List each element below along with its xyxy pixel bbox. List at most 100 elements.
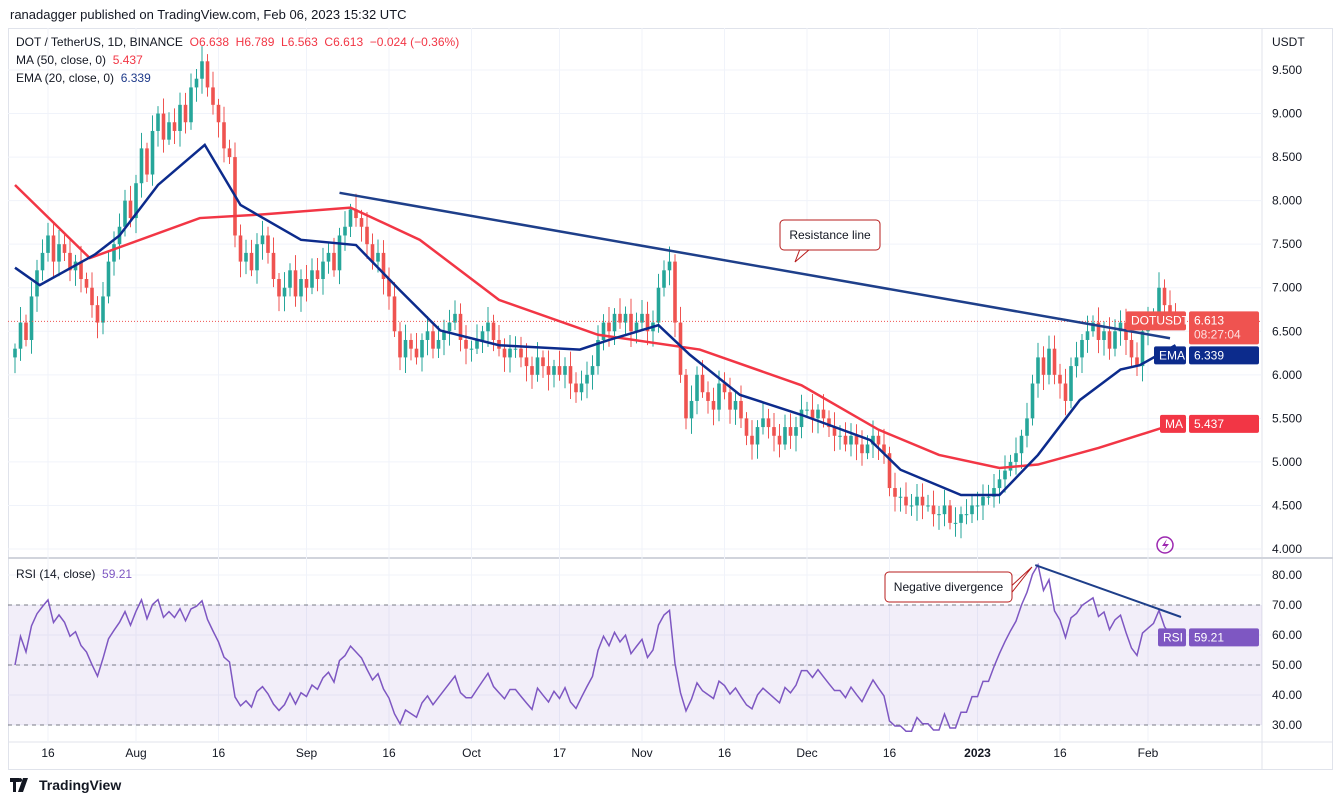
candle (898, 487, 903, 512)
symbol-tag: DOTUSDT (1126, 311, 1190, 331)
date-label: 16 (883, 746, 897, 760)
candle (1074, 341, 1079, 378)
candle-body (942, 505, 947, 515)
candle-body (315, 270, 320, 280)
ema-legend[interactable]: EMA (20, close, 0) 6.339 (16, 71, 151, 85)
candle-body (618, 313, 622, 323)
candle (794, 416, 798, 452)
candle (172, 108, 177, 145)
candle (497, 325, 501, 357)
candle (299, 269, 303, 312)
candle-body (480, 331, 485, 340)
candle (959, 506, 963, 539)
candle (887, 446, 892, 497)
candle (266, 226, 270, 264)
tradingview-logo[interactable]: TradingView (10, 777, 121, 793)
ma-value-tag-bg (1189, 414, 1259, 433)
candle-body (821, 409, 826, 419)
candle (469, 340, 474, 362)
candle-body (662, 270, 666, 288)
ema-value: 6.339 (120, 71, 151, 85)
rsi-legend[interactable]: RSI (14, close) 59.21 (16, 567, 132, 581)
candle-body (475, 339, 479, 349)
candle-body (1162, 287, 1167, 306)
candle-body (29, 296, 34, 340)
ma-legend[interactable]: MA (50, close, 0) 5.437 (16, 53, 143, 67)
candle-body (1113, 331, 1117, 349)
ma-label: MA (50, close, 0) (16, 53, 107, 67)
candle-body (128, 200, 133, 219)
candle-body (953, 522, 958, 524)
candle-body (530, 366, 534, 375)
candle (992, 473, 996, 508)
candle-body (810, 409, 815, 419)
candle-body (79, 261, 83, 280)
resistance-annotation-box (779, 219, 881, 251)
candle-body (189, 87, 193, 123)
candle (524, 343, 529, 382)
candle-body (854, 435, 859, 445)
rsi-tick: 30.00 (1272, 718, 1302, 732)
candle-body (370, 244, 375, 262)
candle-body (706, 392, 710, 401)
candle (568, 351, 573, 400)
candle-body (1074, 357, 1079, 367)
candle (1036, 342, 1040, 398)
candle-body (282, 287, 287, 297)
candle-body (453, 313, 457, 323)
date-label: 16 (382, 746, 396, 760)
candle-body (623, 313, 628, 323)
lightning-icon-circle (1156, 536, 1174, 554)
candle-body (194, 78, 199, 88)
candle-body (277, 279, 281, 297)
candle (695, 366, 699, 415)
price-tick: 4.000 (1272, 542, 1302, 556)
candle-body (1096, 322, 1101, 340)
candle-body (293, 270, 298, 297)
candle-body (222, 122, 226, 149)
candle (398, 322, 402, 371)
candle (953, 507, 958, 537)
candle (359, 209, 364, 242)
candle-body (904, 496, 908, 506)
candle-body (772, 427, 776, 436)
candle-body (1069, 366, 1073, 401)
candle-body (557, 366, 562, 375)
candle-body (51, 235, 56, 262)
candle-body (519, 348, 523, 358)
rsi-tag-text: RSI (1163, 630, 1183, 644)
candle (18, 306, 23, 361)
candle (832, 412, 837, 452)
candle (51, 223, 56, 277)
candle-body (90, 287, 94, 306)
candle-body (172, 122, 177, 131)
candle-body (634, 322, 639, 332)
candle (1052, 335, 1057, 385)
chart-frame (8, 28, 1333, 770)
candle (150, 115, 155, 186)
candle-body (420, 339, 424, 358)
candle (530, 356, 534, 389)
candle (24, 314, 28, 347)
candle-body (733, 400, 738, 410)
candle-body (761, 418, 765, 428)
candle-body (216, 104, 221, 123)
candle (557, 350, 562, 381)
candle (425, 315, 430, 356)
candle-body (95, 305, 100, 323)
close-value: C6.613 (324, 35, 364, 49)
ema-tag-bg (1154, 346, 1186, 365)
candle (948, 499, 952, 530)
candle (1085, 315, 1090, 353)
ema-label: EMA (20, close, 0) (16, 71, 115, 85)
candle (854, 424, 859, 461)
candle-body (464, 339, 468, 349)
candle-body (101, 296, 105, 323)
candle-body (667, 261, 672, 271)
candle-body (40, 252, 45, 271)
candle (755, 420, 760, 459)
candle-body (975, 505, 980, 507)
candle-body (579, 383, 584, 393)
candle-body (321, 261, 325, 280)
